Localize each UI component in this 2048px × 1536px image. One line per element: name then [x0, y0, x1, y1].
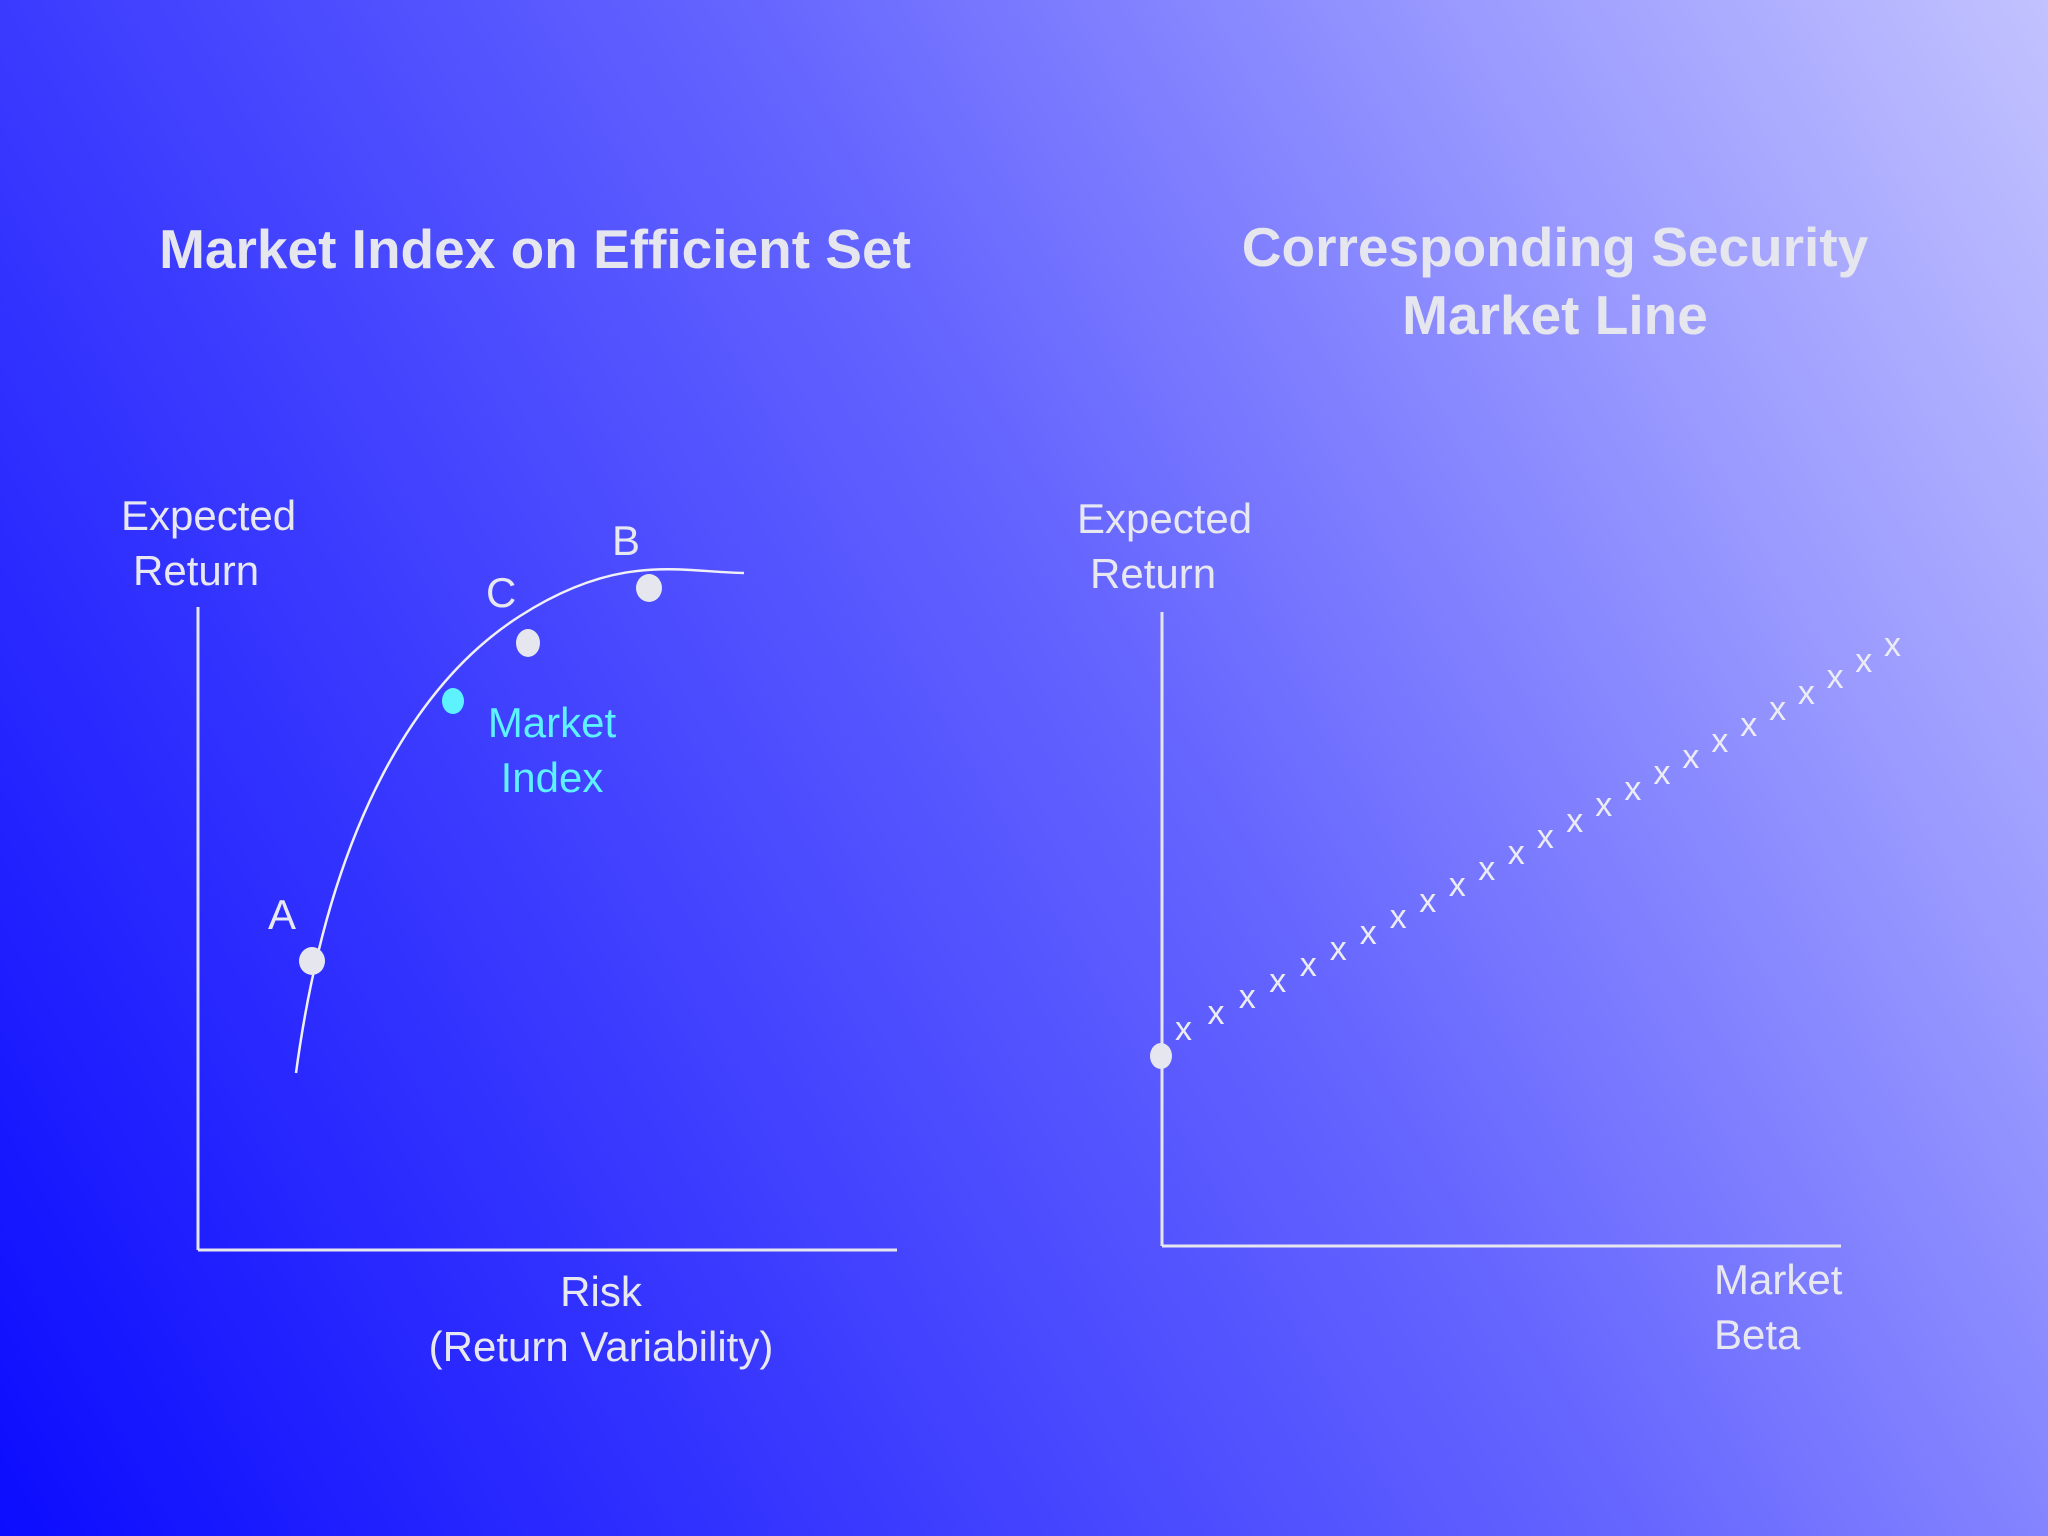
- sml-x-marker: x: [1300, 946, 1317, 984]
- sml-x-marker: x: [1798, 674, 1815, 712]
- point-c-label: C: [486, 569, 516, 616]
- market-index-marker: [442, 688, 464, 714]
- left-panel-title: Market Index on Efficient Set: [90, 215, 980, 283]
- point-a-marker: [299, 947, 325, 975]
- sml-x-marker: x: [1208, 994, 1225, 1032]
- sml-x-marker: x: [1827, 658, 1844, 696]
- sml-x-marker: x: [1566, 802, 1583, 840]
- right-x-label-line-1: Market: [1714, 1256, 1843, 1303]
- right-title-line-2: Market Line: [1402, 284, 1708, 346]
- point-b-marker: [636, 574, 662, 602]
- sml-x-marker: x: [1769, 690, 1786, 728]
- right-x-label-line-2: Beta: [1714, 1311, 1801, 1358]
- sml-x-marker: x: [1595, 786, 1612, 824]
- sml-x-marker: x: [1419, 882, 1436, 920]
- left-y-label-line-1: Expected: [121, 492, 296, 539]
- left-title-text: Market Index on Efficient Set: [159, 218, 911, 280]
- sml-intercept-point: [1150, 1043, 1172, 1069]
- sml-x-marker: x: [1537, 818, 1554, 856]
- sml-x-marker: x: [1740, 706, 1757, 744]
- efficient-set-diagram: Expected Return Risk (Return Variability…: [121, 492, 897, 1370]
- right-y-label-line-2: Return: [1090, 550, 1216, 597]
- point-c: C: [486, 569, 540, 657]
- point-b-label: B: [612, 517, 640, 564]
- sml-x-marker: x: [1269, 962, 1286, 1000]
- sml-x-marker: x: [1624, 770, 1641, 808]
- sml-x-marker: x: [1884, 626, 1901, 664]
- sml-x-marker: x: [1682, 738, 1699, 776]
- sml-x-marker: x: [1478, 850, 1495, 888]
- sml-x-marker: x: [1360, 914, 1377, 952]
- left-x-label-line-2: (Return Variability): [429, 1323, 774, 1370]
- sml-x-marker: x: [1855, 642, 1872, 680]
- sml-x-marker: x: [1711, 722, 1728, 760]
- market-index-label-line-2: Index: [501, 754, 604, 801]
- market-index-label-line-1: Market: [488, 699, 617, 746]
- right-y-label-line-1: Expected: [1077, 495, 1252, 542]
- point-b: B: [612, 517, 662, 602]
- sml-x-marker: x: [1239, 978, 1256, 1016]
- left-y-label-line-2: Return: [133, 547, 259, 594]
- right-title-line-1: Corresponding Security: [1241, 216, 1869, 278]
- efficient-frontier-curve: [294, 568, 745, 1074]
- point-c-marker: [516, 629, 540, 657]
- left-x-label-line-1: Risk: [560, 1268, 643, 1315]
- point-market-index: Market Index: [442, 688, 617, 801]
- sml-x-marker: x: [1654, 754, 1671, 792]
- point-a-label: A: [268, 891, 296, 938]
- right-panel-title: Corresponding Security Market Line: [1150, 213, 1960, 349]
- sml-x-marker: x: [1508, 834, 1525, 872]
- point-a: A: [268, 891, 325, 975]
- sml-x-marker: x: [1175, 1010, 1192, 1048]
- sml-x-marker: x: [1390, 898, 1407, 936]
- sml-x-marker: x: [1330, 930, 1347, 968]
- sml-x-marker: x: [1449, 866, 1466, 904]
